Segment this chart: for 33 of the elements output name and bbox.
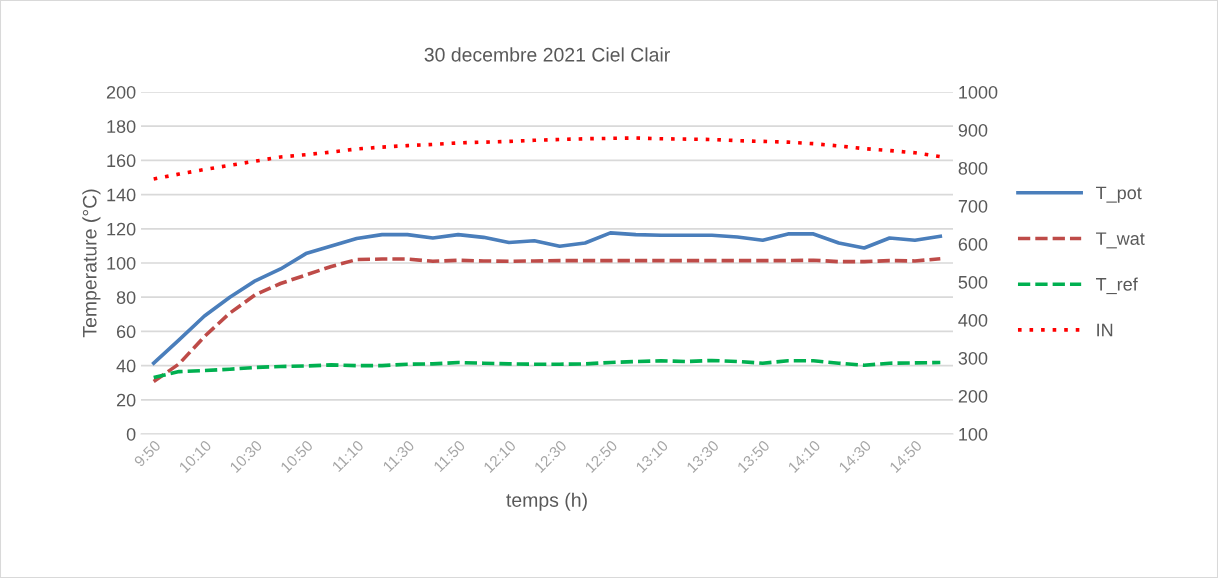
line-series — [151, 231, 943, 366]
y2-tick-label: 400 — [958, 313, 988, 327]
y-tick-label: 60 — [116, 325, 136, 339]
chart-title: 30 decembre 2021 Ciel Clair — [424, 47, 670, 62]
y2-tick-label: 600 — [958, 237, 988, 251]
y-tick-label: 20 — [116, 393, 136, 407]
y2-tick-label: 700 — [958, 199, 988, 213]
legend-label: IN — [1097, 323, 1113, 337]
y-tick-label: 180 — [107, 120, 136, 133]
y2-tick-label: 1000 — [959, 85, 998, 99]
y2-tick-label: 100 — [959, 427, 988, 441]
y-tick-label: 120 — [107, 222, 136, 236]
y-tick-label: 100 — [107, 256, 136, 270]
legend-label: T_wat — [1096, 232, 1145, 249]
legend-label: T_ref — [1096, 277, 1138, 295]
x-axis-title: temps (h) — [506, 492, 587, 511]
y2-tick-label: 500 — [958, 275, 988, 289]
y-tick-label: 200 — [106, 85, 136, 99]
legend-label: T_pot — [1096, 186, 1142, 203]
y2-tick-label: 300 — [958, 351, 988, 365]
y-tick-label: 0 — [126, 427, 136, 441]
y-tick-label: 40 — [116, 359, 136, 373]
y-tick-label: 140 — [107, 188, 136, 202]
y-tick-label: 80 — [116, 291, 136, 304]
line-series — [151, 136, 943, 181]
line-series — [151, 256, 943, 384]
y-axis-title: Temperature (°C) — [82, 189, 101, 338]
y-tick-label: 160 — [107, 154, 136, 168]
y2-tick-label: 200 — [958, 389, 988, 403]
line-series — [151, 358, 943, 380]
x-tick-label: 9:50 — [133, 439, 162, 468]
y2-tick-label: 900 — [958, 123, 988, 137]
y2-tick-label: 800 — [958, 161, 988, 175]
